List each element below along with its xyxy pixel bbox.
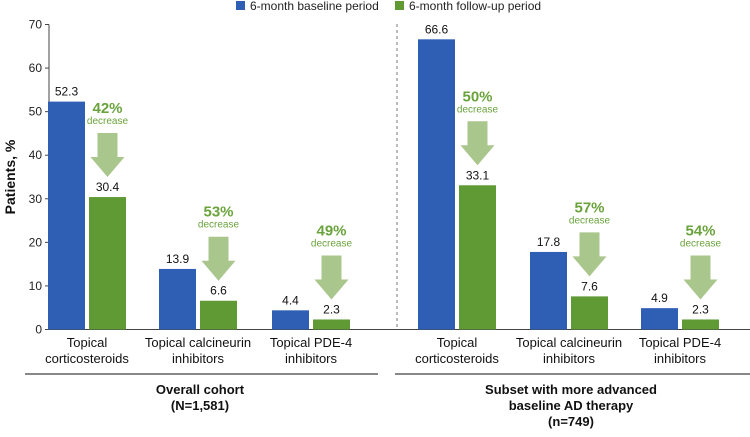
decrease-percent: 57% <box>574 199 604 216</box>
decrease-arrow <box>683 255 718 300</box>
data-label-baseline: 52.3 <box>55 85 79 99</box>
category-label: inhibitors <box>543 351 596 366</box>
data-label-followup: 7.6 <box>581 279 598 293</box>
decrease-word: decrease <box>457 104 499 115</box>
group-label: Overall cohort <box>156 382 245 397</box>
decrease-word: decrease <box>569 215 611 226</box>
y-tick-label: 70 <box>29 18 43 32</box>
data-label-baseline: 13.9 <box>166 252 190 266</box>
decrease-word: decrease <box>680 238 722 249</box>
bar-baseline <box>159 268 196 330</box>
bar-baseline <box>272 310 309 330</box>
decrease-percent: 42% <box>92 100 122 117</box>
decrease-arrow <box>90 133 125 178</box>
y-tick-label: 0 <box>35 323 42 337</box>
category-label: corticosteroids <box>45 351 129 366</box>
data-label-followup: 2.3 <box>323 302 340 316</box>
data-label-followup: 6.6 <box>210 284 227 298</box>
bar-baseline <box>641 308 678 330</box>
decrease-arrow <box>572 232 607 277</box>
decrease-word: decrease <box>198 220 240 231</box>
decrease-percent: 54% <box>685 222 715 239</box>
data-label-followup: 2.3 <box>692 302 709 316</box>
category-label: inhibitors <box>172 351 225 366</box>
bar-followup <box>682 319 719 330</box>
decrease-word: decrease <box>311 238 353 249</box>
bar-followup <box>200 300 237 330</box>
labels: 52.330.4decrease42%Topicalcorticosteroid… <box>45 22 721 429</box>
data-label-baseline: 4.4 <box>282 293 299 307</box>
data-label-baseline: 4.9 <box>651 291 668 305</box>
data-label-followup: 30.4 <box>96 180 120 194</box>
category-label: Topical calcineurin <box>516 335 622 350</box>
decrease-percent: 49% <box>316 222 346 239</box>
bars <box>48 39 719 330</box>
y-tick-label: 30 <box>29 192 43 206</box>
group-label: (N=1,581) <box>171 398 229 413</box>
legend-label-followup: 6-month follow-up period <box>409 0 541 13</box>
data-label-baseline: 17.8 <box>537 235 561 249</box>
y-tick-label: 20 <box>29 235 43 249</box>
y-tick-label: 10 <box>29 279 43 293</box>
bar-baseline <box>48 101 85 330</box>
bar-followup <box>459 185 496 330</box>
category-label: Topical <box>67 335 108 350</box>
legend-swatch-baseline <box>236 1 245 10</box>
decrease-arrow <box>314 255 349 300</box>
group-label: baseline AD therapy <box>509 398 634 413</box>
category-label: corticosteroids <box>415 351 499 366</box>
data-label-baseline: 66.6 <box>425 22 449 36</box>
category-label: Topical PDE-4 <box>639 335 721 350</box>
decrease-arrow <box>201 236 236 281</box>
bar-baseline <box>418 39 455 330</box>
group-label: Subset with more advanced <box>485 382 657 397</box>
decrease-percent: 53% <box>203 204 233 221</box>
category-label: Topical <box>437 335 478 350</box>
category-label: Topical calcineurin <box>145 335 251 350</box>
legend-swatch-followup <box>395 1 404 10</box>
decrease-arrow <box>460 121 495 166</box>
data-label-followup: 33.1 <box>466 168 490 182</box>
bar-followup <box>571 296 608 330</box>
bar-followup <box>89 197 126 330</box>
y-tick-label: 60 <box>29 61 43 75</box>
y-axis-title: Patients, % <box>2 139 18 214</box>
category-label: Topical PDE-4 <box>270 335 352 350</box>
decrease-word: decrease <box>87 116 129 127</box>
bar-followup <box>313 319 350 330</box>
legend: 6-month baseline period 6-month follow-up… <box>236 0 541 13</box>
y-tick-label: 40 <box>29 148 43 162</box>
legend-label-baseline: 6-month baseline period <box>250 0 379 13</box>
group-label: (n=749) <box>548 414 594 429</box>
decrease-percent: 50% <box>462 88 492 105</box>
category-label: inhibitors <box>285 351 338 366</box>
y-tick-label: 50 <box>29 105 43 119</box>
category-label: inhibitors <box>654 351 707 366</box>
bar-baseline <box>530 251 567 330</box>
